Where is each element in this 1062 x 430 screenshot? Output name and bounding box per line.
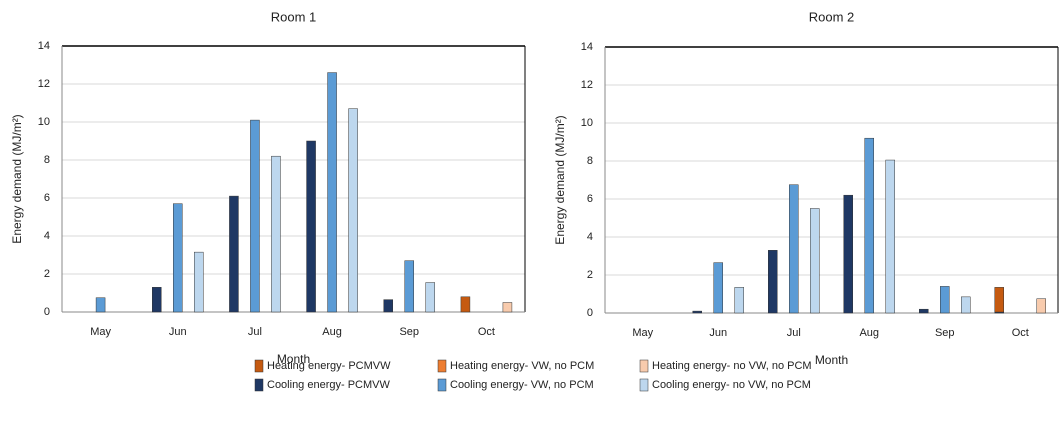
legend-label: Cooling energy- PCMVW xyxy=(267,379,390,391)
y-tick-label: 8 xyxy=(44,154,50,166)
y-tick-label: 2 xyxy=(44,268,50,280)
bar xyxy=(383,299,393,313)
bar xyxy=(994,287,1004,314)
y-axis-label: Energy demand (MJ/m²) xyxy=(10,114,24,243)
x-tick-label: Aug xyxy=(859,327,879,339)
x-axis-label: Month xyxy=(277,352,310,366)
bar xyxy=(940,286,950,314)
y-axis-label: Energy demand (MJ/m²) xyxy=(553,115,567,244)
x-tick-label: Sep xyxy=(399,326,419,338)
bar xyxy=(810,208,820,314)
legend-swatch xyxy=(437,359,447,373)
y-tick-label: 14 xyxy=(38,40,50,52)
bar xyxy=(271,155,281,313)
bar xyxy=(734,287,744,314)
y-tick-label: 0 xyxy=(587,307,593,319)
legend-label: Heating energy- no VW, no PCM xyxy=(652,360,812,372)
y-tick-label: 6 xyxy=(44,192,50,204)
y-tick-label: 14 xyxy=(581,41,593,53)
bar xyxy=(919,308,929,314)
bar xyxy=(250,119,260,313)
bar xyxy=(864,137,874,314)
bar xyxy=(348,108,358,313)
bar xyxy=(327,72,337,313)
bar xyxy=(173,203,183,313)
x-tick-label: Oct xyxy=(478,326,495,338)
bar xyxy=(194,251,204,313)
x-tick-label: Jul xyxy=(787,327,801,339)
y-tick-label: 4 xyxy=(44,230,50,242)
x-tick-label: Aug xyxy=(322,326,342,338)
legend-swatch xyxy=(437,378,447,392)
bar xyxy=(306,140,316,313)
y-tick-label: 12 xyxy=(581,79,593,91)
legend-swatch xyxy=(639,378,649,392)
bar xyxy=(425,282,435,313)
chart-title: Room 2 xyxy=(809,9,855,24)
x-tick-label: May xyxy=(90,326,111,338)
y-tick-label: 8 xyxy=(587,155,593,167)
y-tick-label: 2 xyxy=(587,269,593,281)
legend-label: Heating energy- PCMVW xyxy=(267,360,391,372)
legend-label: Cooling energy- VW, no PCM xyxy=(450,379,594,391)
y-tick-label: 12 xyxy=(38,78,50,90)
legend-label: Cooling energy- no VW, no PCM xyxy=(652,379,811,391)
legend-swatch xyxy=(254,359,264,373)
bar xyxy=(843,194,853,314)
bar xyxy=(961,296,971,314)
x-tick-label: Sep xyxy=(935,327,955,339)
bar xyxy=(502,302,513,313)
bar xyxy=(768,250,778,314)
x-tick-label: Jun xyxy=(169,326,187,338)
bar xyxy=(152,287,162,313)
x-tick-label: Jun xyxy=(709,327,727,339)
x-tick-label: May xyxy=(632,327,653,339)
y-tick-label: 4 xyxy=(587,231,593,243)
bar xyxy=(713,262,723,314)
y-tick-label: 6 xyxy=(587,193,593,205)
bar xyxy=(885,159,895,314)
x-tick-label: Oct xyxy=(1012,327,1029,339)
legend-swatch xyxy=(254,378,264,392)
bar xyxy=(404,260,414,313)
y-tick-label: 10 xyxy=(581,117,593,129)
legend-label: Heating energy- VW, no PCM xyxy=(450,360,594,372)
bar xyxy=(460,296,471,313)
chart-title: Room 1 xyxy=(271,9,317,24)
bar xyxy=(95,297,106,313)
y-tick-label: 10 xyxy=(38,116,50,128)
bar xyxy=(994,311,1004,314)
bar xyxy=(692,310,702,314)
x-axis-label: Month xyxy=(815,353,848,367)
x-tick-label: Jul xyxy=(248,326,262,338)
legend-swatch xyxy=(639,359,649,373)
bar xyxy=(789,184,799,314)
bar xyxy=(229,195,239,313)
y-tick-label: 0 xyxy=(44,306,50,318)
bar xyxy=(1036,298,1046,314)
